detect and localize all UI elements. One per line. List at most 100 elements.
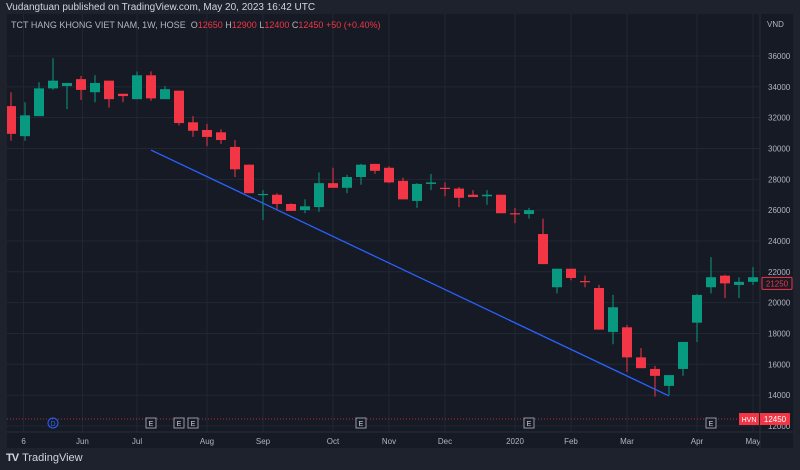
x-tick-label: Aug	[200, 437, 214, 446]
earnings-event-label: E	[527, 421, 532, 428]
candle-up	[552, 268, 562, 288]
candle-up	[342, 177, 352, 188]
candle-down	[650, 368, 660, 376]
x-tick-label: 6	[21, 437, 26, 446]
candle-up	[678, 341, 688, 369]
candle-down	[104, 80, 114, 100]
candle-down	[118, 93, 128, 97]
symbol-legend: TCT HANG KHONG VIET NAM, 1W, HOSE O12650…	[11, 20, 380, 30]
candle-up	[706, 277, 716, 288]
candle-down	[636, 357, 646, 369]
candle-down	[580, 281, 590, 283]
candle-up	[160, 89, 170, 100]
candle-up	[426, 182, 436, 184]
candle-down	[594, 287, 604, 330]
candle-down	[188, 122, 198, 131]
candle-down	[440, 187, 450, 189]
earnings-event-label: E	[191, 421, 196, 428]
y-tick-label: 24000	[768, 237, 791, 246]
candle-down	[202, 129, 212, 137]
earnings-event-icon	[187, 417, 199, 429]
candle-up	[608, 307, 618, 332]
earnings-event-label: E	[359, 421, 364, 428]
candle-down	[286, 203, 296, 211]
candle-down	[7, 106, 16, 134]
candle-up	[62, 82, 72, 87]
last-price-value: 12450	[764, 415, 787, 424]
x-tick-label: Dec	[438, 437, 452, 446]
y-tick-label: 26000	[768, 206, 791, 215]
x-tick-label: 2020	[506, 437, 524, 446]
current-price-value: 21250	[766, 279, 789, 288]
current-price-badge	[761, 276, 793, 290]
y-tick-label: 32000	[768, 114, 791, 123]
candle-up	[300, 206, 310, 211]
x-tick-label: Feb	[564, 437, 578, 446]
candle-down	[468, 194, 478, 198]
earnings-event-label: E	[177, 421, 182, 428]
close-value: 12450	[298, 20, 324, 30]
y-tick-label: 12000	[768, 422, 791, 431]
dividend-event-icon	[47, 417, 59, 429]
candle-up	[132, 75, 142, 100]
last-price-badge	[760, 413, 790, 426]
candle-up	[482, 194, 492, 197]
candle-down	[566, 268, 576, 278]
x-tick-label: May	[745, 437, 760, 446]
candle-down	[622, 327, 632, 358]
candle-down	[720, 275, 730, 284]
x-tick-label: Nov	[382, 437, 396, 446]
footer: TV TradingView	[6, 452, 83, 464]
candle-down	[216, 132, 226, 141]
earnings-event-label: E	[149, 421, 154, 428]
earnings-event-icon	[173, 417, 185, 429]
y-tick-label: 30000	[768, 144, 791, 153]
candle-up	[34, 88, 44, 117]
candle-down	[230, 146, 240, 170]
earnings-event-icon	[145, 417, 157, 429]
chart-panel[interactable]: 36000 34000 32000 30000 28000 26000 24000 22000…	[7, 14, 793, 448]
currency-label: VND	[767, 20, 784, 29]
symbol-badge-text: HVN	[742, 417, 757, 424]
publisher-info: Vudangtuan published on TradingView.com,…	[6, 2, 316, 13]
candle-up	[412, 183, 422, 201]
x-tick-label: Apr	[691, 437, 704, 446]
candle-down	[510, 213, 520, 215]
tradingview-logo-icon: TV	[6, 452, 19, 464]
candle-down	[146, 75, 156, 99]
candle-up	[692, 294, 702, 323]
candle-down	[398, 180, 408, 200]
candle-up	[748, 277, 758, 282]
candle-up	[664, 375, 674, 386]
brand-name[interactable]: TradingView	[22, 452, 83, 464]
dividend-event-label: D	[50, 421, 55, 428]
candle-down	[272, 194, 282, 204]
close-label: C	[291, 20, 299, 30]
trend-line	[150, 149, 670, 397]
candle-down	[174, 90, 184, 124]
candle-down	[370, 163, 380, 171]
earnings-event-icon	[523, 417, 535, 429]
x-tick-label: Jul	[132, 437, 142, 446]
candle-up	[48, 80, 58, 89]
earnings-event-icon	[355, 417, 367, 429]
candle-down	[328, 183, 338, 188]
y-tick-label: 36000	[768, 52, 791, 61]
candle-down	[538, 234, 548, 265]
candle-up	[314, 183, 324, 208]
candle-down	[496, 194, 506, 214]
earnings-event-label: E	[709, 421, 714, 428]
y-tick-label: 28000	[768, 175, 791, 184]
symbol-name: TCT HANG KHONG VIET NAM, 1W, HOSE	[11, 20, 186, 30]
candlestick-chart[interactable]: 36000 34000 32000 30000 28000 26000 24000 22000…	[7, 14, 793, 448]
y-tick-label: 34000	[768, 83, 791, 92]
y-tick-label: 22000	[768, 268, 791, 277]
low-label: L	[259, 20, 265, 30]
y-tick-label: 20000	[768, 299, 791, 308]
open-label: O	[190, 20, 198, 30]
candle-up	[734, 281, 744, 285]
high-label: H	[225, 20, 232, 30]
candle-down	[76, 79, 86, 90]
candle-down	[244, 164, 254, 194]
earnings-event-icon	[705, 417, 717, 429]
